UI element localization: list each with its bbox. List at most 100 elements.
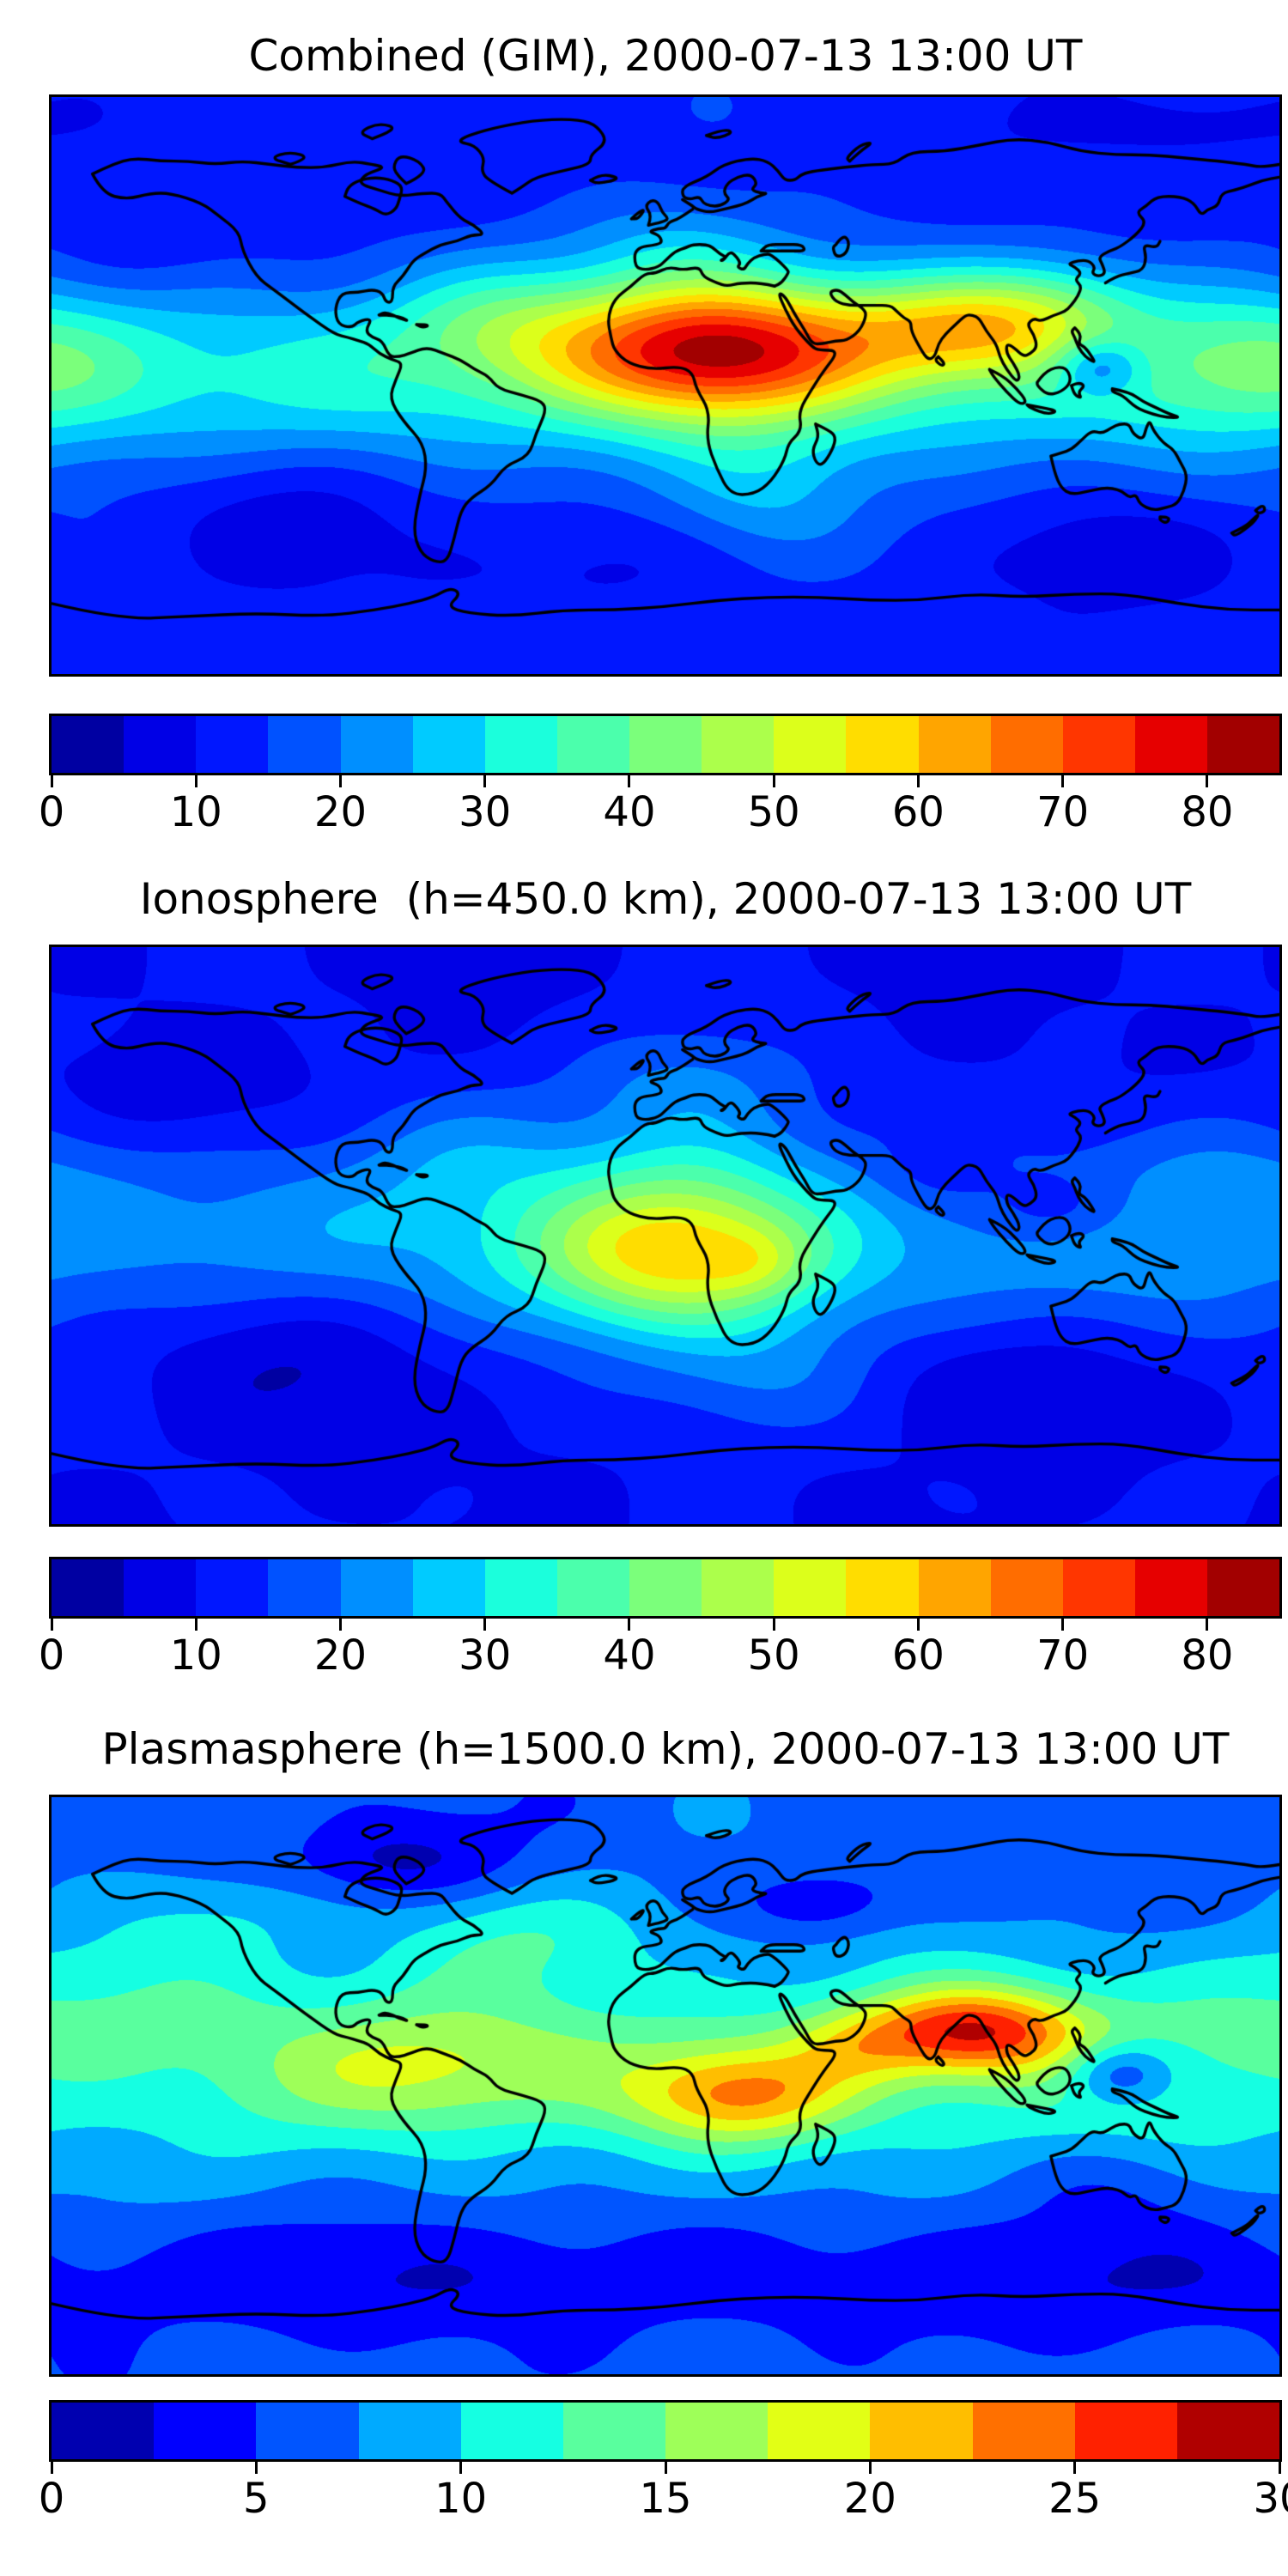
colorbar-segment [846,1559,919,1616]
colorbar-tick-label: 40 [603,1631,656,1680]
colorbar-segment [124,716,197,773]
colorbar-segment [268,716,341,773]
colorbar-tick [868,2462,872,2474]
colorbar-segment [52,2403,155,2459]
colorbar-tick-label: 10 [169,1631,222,1680]
colorbar-tick [664,2462,667,2474]
colorbar-tick-label: 10 [169,788,222,836]
colorbar-tick [628,775,631,787]
colorbar-segment [702,1559,775,1616]
colorbar-tick-label: 80 [1181,788,1234,836]
panel-2-title: Ionosphere (h=450.0 km), 2000-07-13 13:0… [139,874,1192,924]
panel-1-title: Combined (GIM), 2000-07-13 13:00 UT [248,31,1083,81]
colorbar-segment [774,1559,847,1616]
colorbar-segment [629,716,702,773]
colorbar-tick [338,1619,342,1631]
colorbar-tick [1073,2462,1077,2474]
colorbar-segment [1134,1559,1207,1616]
colorbar-segment [340,716,413,773]
colorbar-tick [1061,775,1065,787]
colorbar-gradient [49,714,1282,775]
colorbar-tick [483,775,487,787]
colorbar-tick-label: 20 [313,788,368,836]
colorbar-tick-label: 70 [1036,788,1090,836]
colorbar-tick-label: 30 [459,788,512,836]
colorbar-tick [916,775,920,787]
colorbar-gradient [49,1557,1282,1619]
colorbar-segment [1176,2403,1280,2459]
colorbar-tick-label: 0 [38,788,65,836]
colorbar-tick [1061,1619,1065,1631]
panel-2-colorbar: 0 10 20 30 40 50 60 70 80 [39,1557,1282,1728]
colorbar-tick-label: 25 [1048,2475,1102,2523]
colorbar-tick [50,775,53,787]
colorbar-segment [1207,1559,1280,1616]
colorbar-segment [412,716,485,773]
colorbar-tick [1206,1619,1209,1631]
colorbar-tick-label: 30 [1253,2475,1288,2523]
colorbar-segment [665,2403,769,2459]
colorbar-tick-label: 70 [1036,1631,1090,1680]
colorbar-segment [1062,716,1135,773]
colorbar-tick [772,1619,775,1631]
colorbar-segment [1074,2403,1177,2459]
colorbar-segment [124,1559,197,1616]
colorbar-segment [484,716,557,773]
colorbar-segment [562,2403,666,2459]
tec-map-ionosphere-canvas [52,947,1279,1524]
colorbar-tick [50,2462,53,2474]
panel-3-title: Plasmasphere (h=1500.0 km), 2000-07-13 1… [101,1724,1230,1774]
colorbar-tick [1278,2462,1281,2474]
tec-map-combined-canvas [52,97,1279,674]
colorbar-tick-label: 20 [843,2475,896,2523]
colorbar-segment [52,716,125,773]
colorbar-tick-label: 30 [459,1631,512,1680]
colorbar-segment [358,2403,461,2459]
colorbar-segment [774,716,847,773]
panel-1-colorbar: 0 10 20 30 40 50 60 70 80 [39,714,1282,885]
colorbar-tick [1206,775,1209,787]
colorbar-segment [52,1559,125,1616]
colorbar-tick-label: 50 [747,788,800,836]
panel-3-colorbar: 0 5 10 15 20 25 30 [39,2400,1288,2572]
colorbar-segment [990,1559,1063,1616]
colorbar-tick-label: 80 [1181,1631,1234,1680]
colorbar-tick-label: 10 [434,2475,488,2523]
colorbar-tick [459,2462,463,2474]
colorbar-segment [412,1559,485,1616]
colorbar-tick [483,1619,487,1631]
colorbar-segment [196,1559,269,1616]
colorbar-segment [972,2403,1075,2459]
colorbar-tick-label: 50 [747,1631,800,1680]
colorbar-tick-label: 20 [313,1631,368,1680]
colorbar-tick [50,1619,53,1631]
colorbar-segment [340,1559,413,1616]
colorbar-segment [846,716,919,773]
colorbar-segment [268,1559,341,1616]
colorbar-segment [556,1559,629,1616]
colorbar-tick-label: 0 [38,2475,65,2523]
colorbar-segment [702,716,775,773]
tec-map-plasmasphere-canvas [52,1797,1279,2374]
colorbar-segment [556,716,629,773]
colorbar-segment [870,2403,973,2459]
colorbar-segment [196,716,269,773]
colorbar-segment [1062,1559,1135,1616]
panel-1-map [49,94,1282,677]
colorbar-segment [629,1559,702,1616]
colorbar-tick-label: 0 [38,1631,65,1680]
colorbar-tick [916,1619,920,1631]
colorbar-segment [1207,716,1280,773]
colorbar-segment [484,1559,557,1616]
colorbar-segment [918,1559,991,1616]
colorbar-tick [338,775,342,787]
colorbar-tick [628,1619,631,1631]
colorbar-gradient [49,2400,1282,2462]
colorbar-tick [194,775,197,787]
colorbar-segment [1134,716,1207,773]
panel-2-map [49,945,1282,1527]
colorbar-tick-label: 15 [639,2475,692,2523]
colorbar-segment [256,2403,359,2459]
colorbar-tick [254,2462,258,2474]
